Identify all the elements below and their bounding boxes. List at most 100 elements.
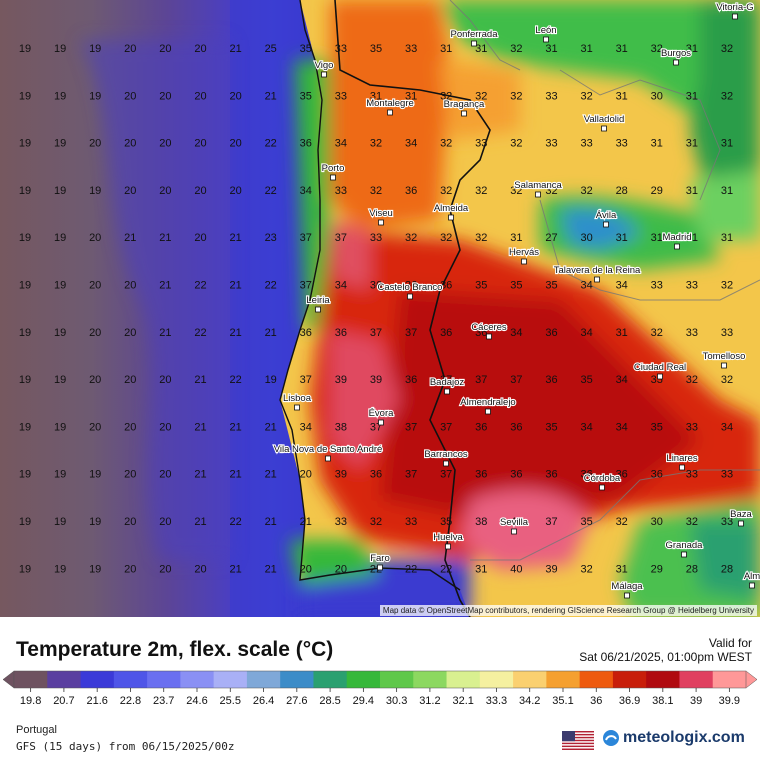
- temperature-value: 40: [510, 563, 522, 575]
- temperature-value: 34: [335, 138, 347, 150]
- temperature-value: 31: [686, 90, 698, 102]
- scale-swatch: [80, 671, 115, 688]
- city-label: León: [535, 25, 556, 36]
- temperature-value: 20: [159, 185, 171, 197]
- temperature-value: 32: [510, 138, 522, 150]
- city-label: Ávila: [596, 210, 617, 221]
- scale-tick-label: 24.6: [186, 695, 207, 707]
- scale-swatch: [612, 671, 647, 688]
- scale-swatch: [180, 671, 215, 688]
- temperature-value: 37: [440, 374, 452, 386]
- city-labels: Vigo Ponferrada León Burgos Vitoria-G Montale…: [273, 1, 760, 599]
- temperature-value: 32: [475, 232, 487, 244]
- temperature-value: 20: [124, 374, 136, 386]
- temperature-value: 20: [124, 90, 136, 102]
- temperature-value: 21: [159, 327, 171, 339]
- color-scale: 19.8 20.7 21.6 22.8 23.7 24.6 25.5 26.4 27.6 28.5…: [2, 670, 758, 707]
- scale-tick-label: 30.3: [386, 695, 407, 707]
- temperature-value: 32: [475, 90, 487, 102]
- temperature-value: 32: [721, 280, 733, 292]
- temperature-value: 19: [54, 232, 66, 244]
- temperature-value: 21: [229, 280, 241, 292]
- temperature-value: 19: [19, 232, 31, 244]
- temperature-value: 21: [300, 516, 312, 528]
- city-marker-icon: [721, 362, 727, 369]
- temperature-value: 20: [300, 469, 312, 481]
- city-marker-icon: [603, 221, 609, 228]
- temperature-value: 19: [19, 327, 31, 339]
- temperature-value: 31: [580, 43, 592, 55]
- temperature-value: 20: [124, 469, 136, 481]
- temperature-value: 31: [686, 138, 698, 150]
- scale-swatch: [246, 671, 281, 688]
- city-marker-icon: [443, 460, 449, 467]
- scale-swatch: [346, 671, 381, 688]
- legend-title: Temperature 2m, flex. scale (°C): [16, 638, 334, 661]
- north-green-region: [440, 0, 760, 120]
- temperature-value: 19: [89, 185, 101, 197]
- scale-right-arrow: [745, 670, 758, 689]
- temperature-value: 33: [545, 90, 557, 102]
- brand-link[interactable]: meteologix.com: [602, 729, 745, 747]
- temperature-value: 36: [405, 185, 417, 197]
- temperature-value: 20: [335, 563, 347, 575]
- temperature-value: 19: [19, 421, 31, 433]
- temperature-value: 19: [54, 374, 66, 386]
- temperature-value: 19: [19, 469, 31, 481]
- temperature-value: 39: [370, 374, 382, 386]
- city-label: Leiria: [306, 295, 330, 306]
- us-flag-icon[interactable]: [562, 731, 594, 750]
- scale-tick-label: 26.4: [253, 695, 274, 707]
- temperature-value: 35: [651, 421, 663, 433]
- temperature-value: 20: [229, 90, 241, 102]
- city-label: Badajoz: [430, 377, 465, 388]
- temperature-value: 31: [686, 43, 698, 55]
- temperature-value: 20: [159, 516, 171, 528]
- temperature-value: 33: [335, 90, 347, 102]
- city-label: Granada: [666, 540, 704, 551]
- scale-swatch: [380, 671, 414, 688]
- temperature-value: 32: [405, 232, 417, 244]
- temperature-value: 21: [124, 232, 136, 244]
- guadiana-very-hot: [380, 290, 700, 520]
- temperature-value: 37: [440, 469, 452, 481]
- city-marker-icon: [461, 110, 467, 117]
- temperature-value: 34: [616, 280, 628, 292]
- temperature-value: 39: [545, 563, 557, 575]
- temperature-value: 36: [370, 280, 382, 292]
- temperature-value: 19: [19, 374, 31, 386]
- city-label: Madrid: [662, 232, 691, 243]
- temperature-values: 19 19 19 20 20 20 21 25 35 33 35 33 31 31 32 31 31 31 32 31…: [19, 43, 733, 575]
- brand-text: meteologix.com: [623, 729, 745, 746]
- braganca-warm: [440, 60, 520, 140]
- city-marker-icon: [294, 404, 300, 411]
- temperature-value: 31: [651, 138, 663, 150]
- temperature-value: 21: [229, 563, 241, 575]
- temperature-value: 32: [651, 327, 663, 339]
- temperature-value: 36: [300, 327, 312, 339]
- temperature-value: 32: [580, 563, 592, 575]
- temperature-value: 37: [405, 469, 417, 481]
- city-label: Barrancos: [424, 449, 468, 460]
- scale-swatch: [313, 671, 348, 688]
- city-marker-icon: [543, 36, 549, 43]
- city-label: Faro: [370, 553, 390, 564]
- temperature-value: 28: [616, 185, 628, 197]
- scale-swatch: [679, 671, 714, 688]
- scale-swatch: [513, 671, 547, 688]
- temperature-value: 19: [54, 90, 66, 102]
- temperature-value: 35: [300, 43, 312, 55]
- city-label: Sevilla: [500, 517, 529, 528]
- sierra-blue: [560, 208, 640, 250]
- temperature-value: 32: [370, 516, 382, 528]
- temperature-value: 37: [300, 374, 312, 386]
- temperature-value: 36: [545, 374, 557, 386]
- temperature-value: 20: [159, 138, 171, 150]
- temperature-value: 32: [370, 138, 382, 150]
- temperature-value: 37: [440, 421, 452, 433]
- temperature-value: 20: [194, 232, 206, 244]
- temperature-value: 32: [580, 90, 592, 102]
- city-label: Montalegre: [366, 98, 414, 109]
- city-marker-icon: [330, 174, 336, 181]
- temperature-value: 32: [510, 90, 522, 102]
